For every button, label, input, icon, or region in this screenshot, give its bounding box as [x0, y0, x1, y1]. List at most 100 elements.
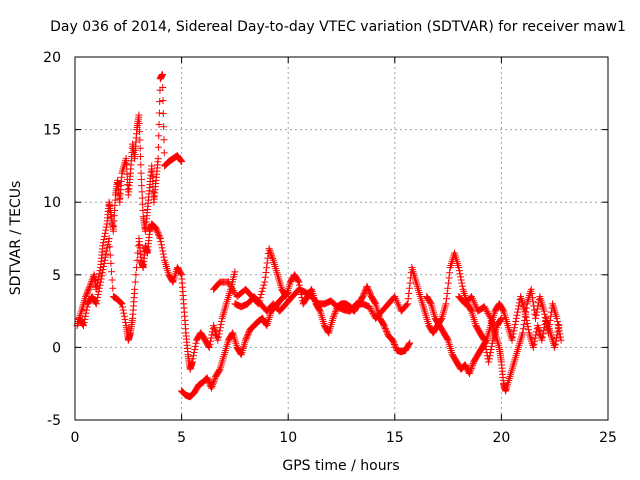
data-marker	[139, 206, 147, 214]
data-marker	[208, 382, 216, 390]
data-marker	[203, 374, 211, 382]
data-marker	[269, 255, 277, 263]
data-marker	[82, 291, 90, 299]
data-marker	[243, 333, 251, 341]
data-marker	[382, 326, 390, 334]
data-marker	[521, 316, 529, 324]
data-marker	[105, 238, 113, 246]
data-marker	[485, 358, 493, 366]
data-marker	[532, 331, 540, 339]
data-marker	[455, 267, 463, 275]
data-marker	[106, 243, 114, 251]
data-marker	[534, 302, 542, 310]
data-marker	[541, 310, 549, 318]
data-marker	[102, 250, 110, 258]
data-marker	[482, 337, 490, 345]
data-marker	[359, 293, 367, 301]
data-marker	[136, 128, 144, 136]
data-marker	[390, 340, 398, 348]
data-marker	[445, 274, 453, 282]
data-marker	[530, 340, 538, 348]
data-marker	[529, 298, 537, 306]
data-marker	[555, 324, 563, 332]
data-marker	[531, 334, 539, 342]
data-marker	[366, 304, 374, 312]
data-marker	[101, 229, 109, 237]
data-marker	[457, 273, 465, 281]
data-marker	[176, 156, 184, 164]
data-marker	[102, 226, 110, 234]
data-marker	[330, 313, 338, 321]
data-marker	[390, 339, 398, 347]
data-marker	[381, 323, 389, 331]
data-marker	[406, 339, 414, 347]
data-marker	[132, 271, 140, 279]
data-marker	[509, 333, 517, 341]
series-track-1	[73, 70, 186, 330]
data-marker	[316, 306, 324, 314]
data-marker	[100, 263, 108, 271]
x-tick-label: 0	[71, 430, 80, 446]
data-marker	[324, 328, 332, 336]
data-marker	[188, 358, 196, 366]
data-marker	[95, 287, 103, 295]
data-marker	[512, 314, 520, 322]
data-marker	[136, 144, 144, 152]
y-tick-labels: -5 0 5 10 15 20	[43, 50, 61, 429]
data-marker	[160, 123, 168, 131]
plot-frame	[74, 56, 609, 421]
data-marker	[177, 157, 185, 165]
data-marker	[524, 323, 532, 331]
data-marker	[96, 281, 104, 289]
data-marker	[365, 303, 373, 311]
data-marker	[136, 136, 144, 144]
data-marker	[467, 306, 475, 314]
data-marker	[209, 381, 217, 389]
data-marker	[488, 342, 496, 350]
y-tick-label: -5	[47, 413, 61, 429]
data-marker	[119, 306, 127, 314]
data-marker	[444, 284, 452, 292]
data-marker	[135, 119, 143, 127]
x-tick-label: 15	[386, 430, 404, 446]
data-marker	[465, 370, 473, 378]
data-marker	[522, 304, 530, 312]
data-marker	[159, 110, 167, 118]
data-marker	[99, 239, 107, 247]
data-marker	[259, 284, 267, 292]
data-marker	[155, 232, 163, 240]
data-marker	[539, 330, 547, 338]
x-tick-label: 10	[279, 430, 297, 446]
data-marker	[531, 337, 539, 345]
data-marker	[92, 300, 100, 308]
x-tick-label: 5	[177, 430, 186, 446]
data-marker	[261, 278, 269, 286]
data-marker	[371, 299, 379, 307]
data-marker	[109, 284, 117, 292]
data-marker	[467, 365, 475, 373]
series-track-4	[210, 245, 414, 356]
data-marker	[94, 294, 102, 302]
data-marker	[154, 155, 162, 163]
data-marker	[100, 236, 108, 244]
data-marker	[331, 309, 339, 317]
data-marker	[120, 312, 128, 320]
data-marker	[159, 250, 167, 258]
data-marker	[483, 308, 491, 316]
y-tick-label: 15	[43, 123, 61, 139]
data-marker	[444, 279, 452, 287]
data-marker	[381, 325, 389, 333]
data-marker	[168, 277, 176, 285]
data-marker	[556, 333, 564, 341]
data-marker	[156, 98, 164, 106]
data-marker	[468, 361, 476, 369]
data-marker	[215, 330, 223, 338]
data-marker	[456, 270, 464, 278]
data-marker	[529, 343, 537, 351]
data-marker	[468, 363, 476, 371]
data-marker	[237, 350, 245, 358]
data-marker	[487, 345, 495, 353]
data-marker	[442, 300, 450, 308]
data-marker	[80, 319, 88, 327]
data-marker	[511, 321, 519, 329]
